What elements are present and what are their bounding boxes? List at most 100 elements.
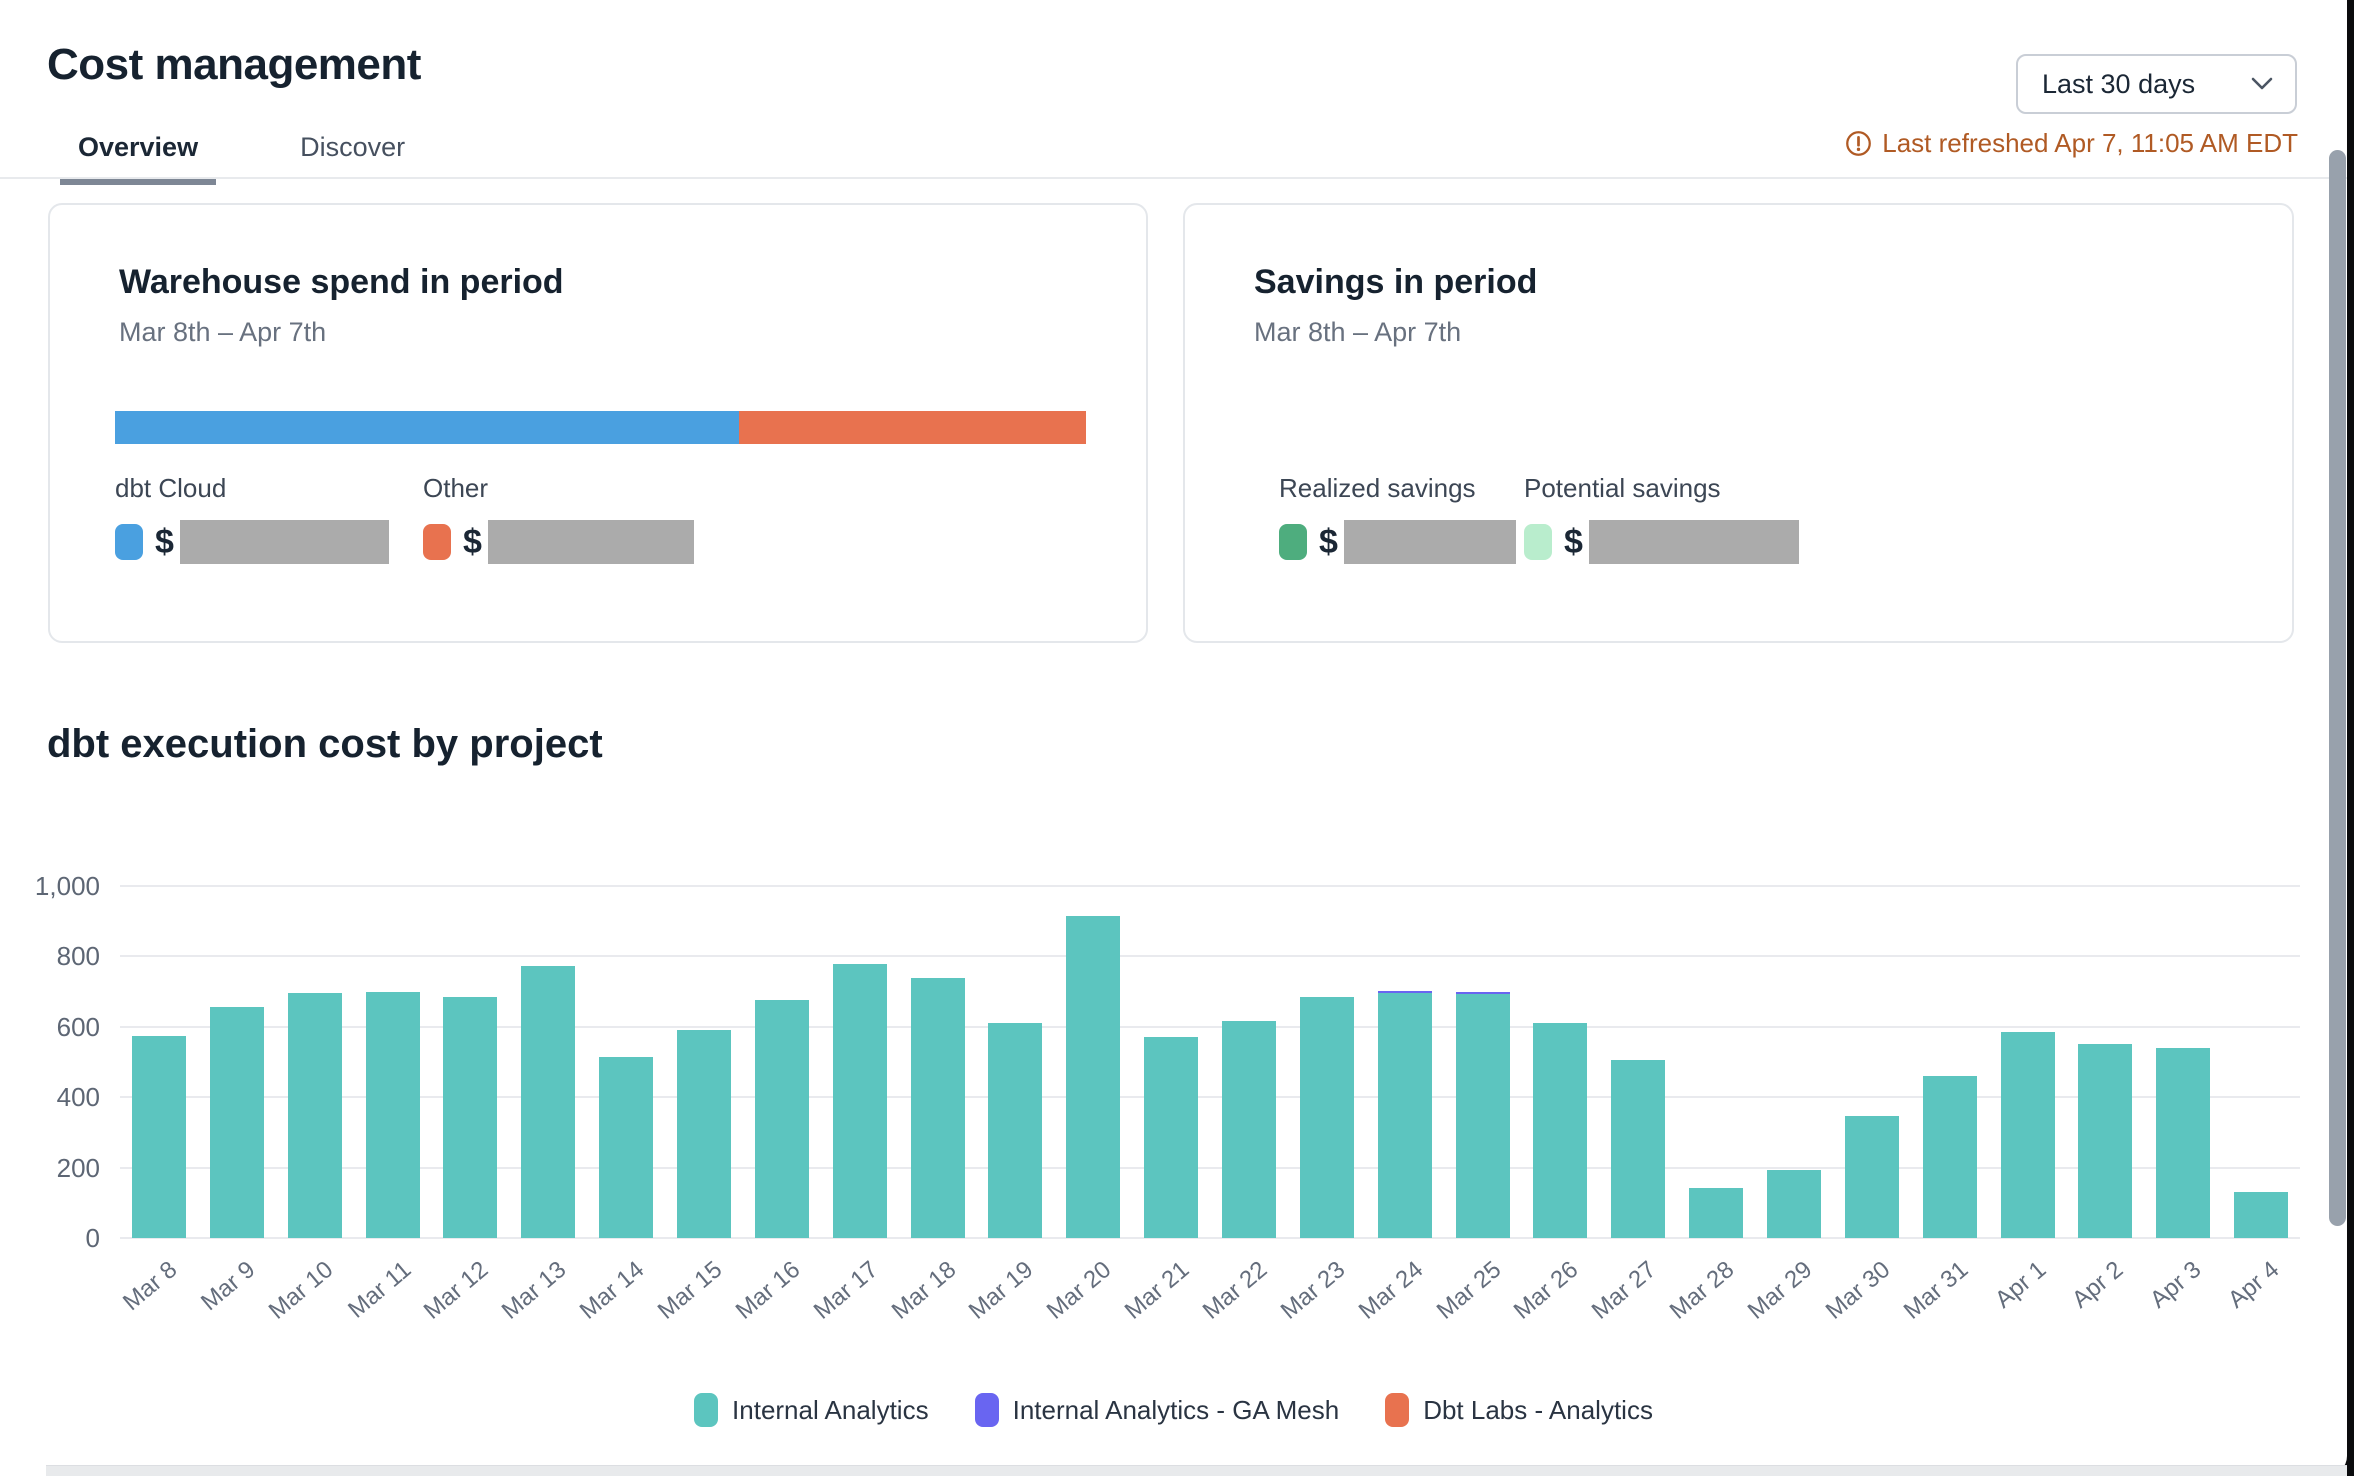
card-title: Warehouse spend in period xyxy=(119,263,564,301)
bar-mar-16[interactable] xyxy=(754,1000,809,1238)
x-tick-label: Mar 19 xyxy=(964,1256,1039,1325)
x-tick-label: Mar 26 xyxy=(1509,1256,1584,1325)
legend-label: Internal Analytics - GA Mesh xyxy=(1012,1394,1340,1425)
card-title: Savings in period xyxy=(1254,263,1538,301)
chart-x-axis: Mar 8 Mar 9 Mar 10 Mar 11 Mar 12 Mar 13 Mar 14… xyxy=(118,1244,2300,1344)
bar-apr-2[interactable] xyxy=(2078,1044,2133,1238)
savings-legend-label: Potential savings xyxy=(1524,473,1721,503)
x-tick-label: Mar 14 xyxy=(574,1256,650,1325)
x-tick-label: Mar 9 xyxy=(195,1256,261,1317)
bar-mar-24[interactable] xyxy=(1377,991,1432,994)
potential-savings-swatch xyxy=(1524,524,1552,560)
bar-apr-4[interactable] xyxy=(2234,1191,2289,1238)
chart-title: dbt execution cost by project xyxy=(47,722,603,766)
bar-mar-24[interactable] xyxy=(1377,993,1432,1238)
spend-legend-label: Other xyxy=(423,473,489,503)
tabs-divider xyxy=(0,177,2347,179)
bar-mar-23[interactable] xyxy=(1299,996,1354,1238)
x-tick-label: Mar 24 xyxy=(1353,1256,1428,1325)
tab-overview[interactable]: Overview xyxy=(60,132,217,185)
savings-legend-realized: Realized savings $ xyxy=(1279,473,1524,564)
bar-apr-1[interactable] xyxy=(2000,1032,2055,1238)
bar-mar-22[interactable] xyxy=(1221,1020,1276,1238)
bar-mar-8[interactable] xyxy=(131,1035,186,1238)
spend-legend-other: Other $ xyxy=(423,473,694,564)
legend-item-dbt-labs-analytics[interactable]: Dbt Labs - Analytics xyxy=(1385,1393,1653,1427)
spend-legend-dbt-cloud: dbt Cloud $ xyxy=(115,473,423,564)
x-tick-label: Apr 3 xyxy=(2145,1256,2207,1314)
gridline xyxy=(120,1025,2300,1028)
y-tick-label: 200 xyxy=(56,1152,100,1183)
gridline xyxy=(120,1237,2300,1239)
bar-mar-15[interactable] xyxy=(676,1030,731,1238)
tab-discover[interactable]: Discover xyxy=(300,132,406,162)
bar-mar-21[interactable] xyxy=(1144,1037,1199,1238)
tab-bar: Overview Discover xyxy=(60,132,423,185)
currency-symbol: $ xyxy=(155,522,174,561)
bar-mar-9[interactable] xyxy=(209,1007,264,1238)
legend-item-internal-analytics-ga-mesh[interactable]: Internal Analytics - GA Mesh xyxy=(974,1393,1340,1427)
bar-mar-25[interactable] xyxy=(1455,994,1510,1238)
bar-mar-30[interactable] xyxy=(1844,1115,1899,1238)
x-tick-label: Mar 15 xyxy=(652,1256,728,1325)
bar-mar-28[interactable] xyxy=(1689,1188,1744,1238)
bar-mar-20[interactable] xyxy=(1066,915,1121,1238)
chart-plot-area xyxy=(120,885,2300,1239)
date-range-value: Last 30 days xyxy=(2042,68,2196,99)
dbt-cloud-swatch xyxy=(115,524,143,560)
bar-mar-25[interactable] xyxy=(1455,991,1510,995)
horizontal-scrollbar-track[interactable] xyxy=(46,1465,2347,1476)
x-tick-label: Apr 2 xyxy=(2067,1256,2129,1314)
bar-mar-11[interactable] xyxy=(365,991,420,1238)
y-tick-label: 800 xyxy=(56,941,100,972)
x-tick-label: Mar 30 xyxy=(1820,1256,1896,1325)
spend-legend-label: dbt Cloud xyxy=(115,473,227,503)
last-refreshed-text: Last refreshed Apr 7, 11:05 AM EDT xyxy=(1882,128,2298,158)
x-tick-label: Mar 20 xyxy=(1041,1256,1117,1325)
bar-mar-10[interactable] xyxy=(287,992,342,1238)
card-period: Mar 8th – Apr 7th xyxy=(119,317,327,347)
savings-legend-potential: Potential savings $ xyxy=(1524,473,1799,564)
spend-stacked-bar xyxy=(115,411,1086,444)
x-tick-label: Mar 29 xyxy=(1742,1256,1818,1325)
gridline xyxy=(120,1166,2300,1169)
y-tick-label: 1,000 xyxy=(34,871,100,901)
page-title: Cost management xyxy=(47,40,421,89)
x-tick-label: Mar 16 xyxy=(730,1256,806,1325)
vertical-scrollbar-thumb[interactable] xyxy=(2329,150,2346,1226)
other-swatch xyxy=(423,524,451,560)
y-tick-label: 600 xyxy=(56,1011,100,1042)
legend-swatch xyxy=(974,1393,999,1427)
currency-symbol: $ xyxy=(463,522,482,561)
bar-mar-12[interactable] xyxy=(443,996,498,1238)
chevron-down-icon xyxy=(2251,77,2273,90)
bar-mar-19[interactable] xyxy=(988,1022,1043,1238)
legend-item-internal-analytics[interactable]: Internal Analytics xyxy=(694,1393,929,1427)
bar-mar-17[interactable] xyxy=(832,964,887,1238)
bar-mar-14[interactable] xyxy=(599,1056,654,1238)
bar-mar-27[interactable] xyxy=(1611,1059,1666,1238)
x-tick-label: Mar 31 xyxy=(1898,1256,1973,1325)
realized-savings-swatch xyxy=(1279,524,1307,560)
x-tick-label: Mar 27 xyxy=(1586,1256,1662,1325)
bar-mar-29[interactable] xyxy=(1766,1170,1821,1238)
date-range-select[interactable]: Last 30 days xyxy=(2016,54,2297,114)
chart-legend: Internal Analytics Internal Analytics - G… xyxy=(0,1393,2347,1427)
gridline xyxy=(120,885,2300,887)
bar-mar-13[interactable] xyxy=(521,966,576,1238)
gridline xyxy=(120,955,2300,958)
redacted-value xyxy=(1343,520,1516,564)
bar-mar-26[interactable] xyxy=(1533,1023,1588,1238)
y-tick-label: 0 xyxy=(85,1223,100,1253)
bar-apr-3[interactable] xyxy=(2156,1047,2211,1238)
legend-label: Dbt Labs - Analytics xyxy=(1423,1394,1653,1425)
y-tick-label: 400 xyxy=(56,1082,100,1113)
x-tick-label: Mar 13 xyxy=(496,1256,572,1325)
bar-mar-18[interactable] xyxy=(910,977,965,1238)
x-tick-label: Mar 17 xyxy=(808,1256,883,1325)
bar-mar-31[interactable] xyxy=(1922,1076,1977,1238)
legend-swatch xyxy=(1385,1393,1410,1427)
warehouse-spend-card: Warehouse spend in period Mar 8th – Apr … xyxy=(48,203,1148,643)
